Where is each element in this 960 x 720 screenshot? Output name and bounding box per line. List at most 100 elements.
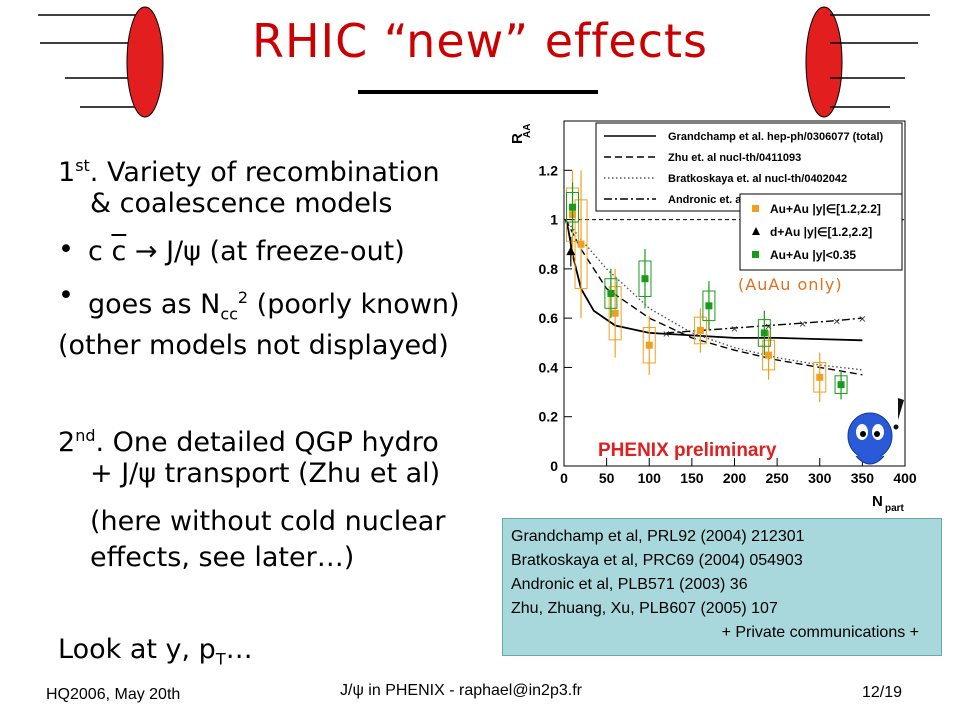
y-tick-label: 0.8 <box>539 261 559 277</box>
right-beam-graphic <box>805 6 930 118</box>
data-point <box>765 351 773 359</box>
raa-chart: 0 50 100 150 200 250 300 350 400 0 0.2 0.4 0.6 0.8 1 1.… <box>509 120 917 514</box>
data-point <box>569 203 577 211</box>
syst-box <box>574 199 588 290</box>
data-point <box>611 309 619 317</box>
footer-page-number: 12/19 <box>862 684 903 701</box>
reference-line: Bratkoskaya et al, PRC69 (2004) 054903 <box>511 552 803 569</box>
left-beam-graphic <box>38 6 164 118</box>
legend-marker <box>752 227 760 235</box>
ordinal-suffix: nd <box>75 426 96 445</box>
subscript: T <box>215 649 226 669</box>
syst-box <box>813 362 827 393</box>
text-segment: . One detailed QGP hydro <box>95 427 439 458</box>
x-tick-label: 350 <box>851 470 875 486</box>
text-segment: 2 <box>58 427 76 458</box>
legend-marker <box>752 251 759 258</box>
syst-box <box>834 375 848 395</box>
left-beam-ellipse <box>126 6 164 118</box>
x-tick-label: 100 <box>638 470 662 486</box>
bullet-ncc: goes as Ncc2 (poorly known) <box>88 280 460 331</box>
c-bar-symbol: c <box>111 236 127 267</box>
superscript: 2 <box>237 288 249 307</box>
model-curve-2 <box>565 219 863 371</box>
y-tick-label: 1.2 <box>539 162 559 178</box>
text-segment: → J/ψ (at freeze-out) <box>126 236 405 267</box>
syst-box <box>757 319 771 347</box>
mascot-head <box>847 412 893 460</box>
data-legend-label: Au+Au |y|<0.35 <box>770 248 856 262</box>
data-point <box>696 326 704 334</box>
right-beam-ellipse <box>805 6 843 118</box>
data-point <box>760 329 768 337</box>
line-other-models: (other models not displayed) <box>58 330 449 361</box>
data-point <box>816 373 824 381</box>
model-marker: × <box>799 319 807 330</box>
ordinal-suffix: st <box>75 156 90 175</box>
text-segment: c <box>88 236 112 267</box>
bullet-marker: • <box>58 280 74 311</box>
syst-box <box>702 290 716 322</box>
y-tick-label: 1 <box>550 212 558 228</box>
exclamation-dot <box>893 424 899 430</box>
data-point <box>577 240 585 248</box>
reference-line: Zhu, Zhuang, Xu, PLB607 (2005) 107 <box>511 600 778 617</box>
syst-box <box>566 191 580 223</box>
model-marker: × <box>662 329 670 340</box>
bullet-ccbar: c c → J/ψ (at freeze-out) <box>88 234 405 269</box>
references-box: Grandchamp et al, PRL92 (2004) 212301 Br… <box>502 518 942 656</box>
mascot-pupil <box>874 431 880 437</box>
text-segment: … <box>225 634 253 665</box>
y-tick-label: 0.6 <box>539 310 559 326</box>
auau-only-annotation: (AuAu only) <box>738 275 843 294</box>
x-axis-label-sub: part <box>885 503 905 514</box>
model-marker: × <box>730 324 738 335</box>
syst-box <box>693 316 707 345</box>
data-legend-label: d+Au |y|∈[1.2,2.2] <box>770 225 872 239</box>
line-transport: + J/ψ transport (Zhu et al) <box>90 458 441 489</box>
x-tick-label: 400 <box>893 470 917 486</box>
reference-line: + Private communications + <box>721 624 919 641</box>
x-tick-label: 300 <box>808 470 832 486</box>
data-point <box>566 246 576 256</box>
model-legend-label: Zhu et. al nucl-th/0411093 <box>668 152 801 164</box>
data-point <box>607 290 615 297</box>
syst-box <box>638 260 652 297</box>
model-marker: × <box>858 314 866 325</box>
subscript: cc <box>220 304 238 324</box>
reference-line: Andronic et al, PLB571 (2003) 36 <box>511 576 748 593</box>
legend-marker <box>752 205 759 212</box>
data-point <box>645 341 653 349</box>
footer-center: J/ψ in PHENIX - raphael@in2p3.fr <box>340 682 582 699</box>
reference-line: Grandchamp et al, PRL92 (2004) 212301 <box>511 528 805 545</box>
footer-left: HQ2006, May 20th <box>46 686 181 703</box>
x-tick-label: 200 <box>723 470 747 486</box>
y-tick-label: 0.4 <box>539 359 559 375</box>
exclamation-mark <box>898 398 904 420</box>
phenix-preliminary-label: PHENIX preliminary <box>598 440 777 461</box>
data-point <box>641 275 649 283</box>
syst-box <box>604 278 618 309</box>
data-point <box>705 302 713 310</box>
text-segment: 1 <box>58 157 76 188</box>
y-axis-label: R <box>509 133 526 144</box>
x-tick-label: 0 <box>560 470 568 486</box>
data-legend-label: Au+Au |y|∈[1.2,2.2] <box>770 202 881 216</box>
model-marker: × <box>764 322 772 333</box>
model-marker: × <box>833 317 841 328</box>
y-tick-label: 0 <box>550 458 558 474</box>
text-segment: Look at y, p <box>58 634 216 665</box>
mascot-body <box>855 455 885 465</box>
y-tick-label: 0.2 <box>539 409 559 425</box>
slide-title: RHIC “new” effects <box>252 14 708 68</box>
bullet-marker: • <box>58 234 74 265</box>
syst-box <box>642 327 656 364</box>
x-tick-label: 150 <box>680 470 704 486</box>
text-segment: goes as N <box>88 289 221 320</box>
y-axis-label-sub: AA <box>522 124 533 138</box>
model-curve-1 <box>565 219 863 376</box>
title-underline <box>358 90 598 94</box>
line-look-at: Look at y, pT… <box>58 632 253 676</box>
syst-box <box>608 286 622 341</box>
x-tick-label: 250 <box>765 470 789 486</box>
